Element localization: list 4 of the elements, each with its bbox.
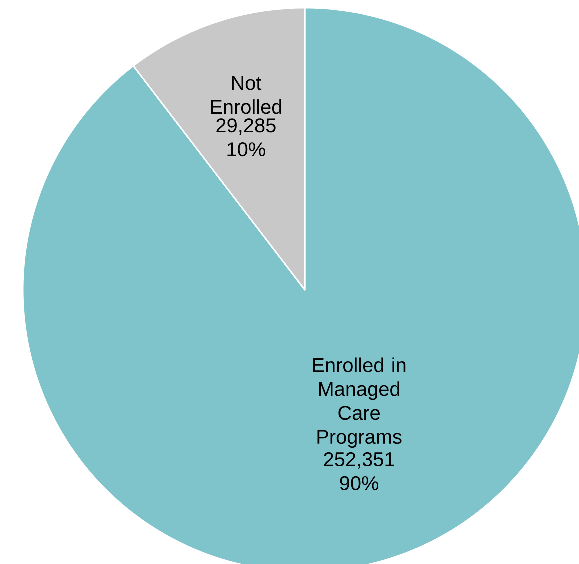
- slice-label: Not Enrolled: [211, 76, 282, 114]
- data-label: 252,351 90%: [324, 452, 394, 490]
- slice-label: Enrolled in Managed Care Programs: [313, 358, 406, 448]
- data-label: 29,285 10%: [216, 118, 276, 157]
